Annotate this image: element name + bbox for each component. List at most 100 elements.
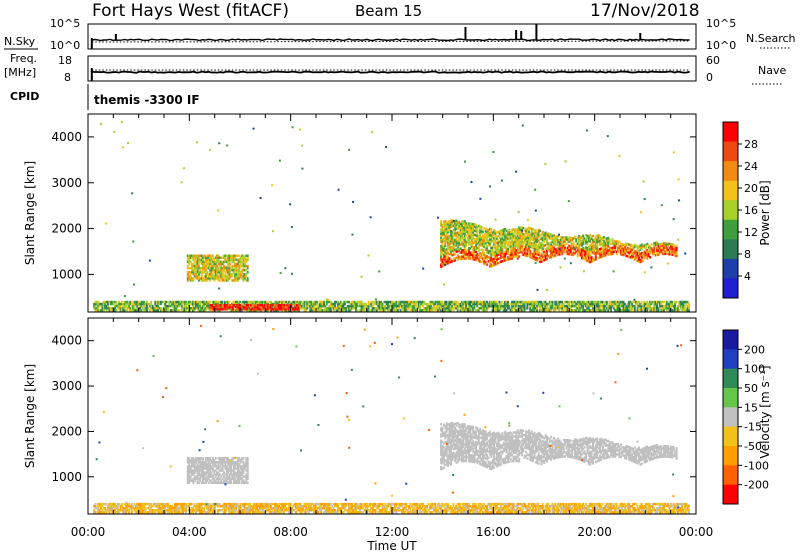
- data-cell: [530, 256, 533, 259]
- data-cell: [143, 300, 146, 304]
- data-cell: [611, 300, 614, 304]
- data-cell: [671, 245, 674, 248]
- data-cell: [516, 302, 519, 306]
- data-cell: [449, 258, 452, 262]
- data-cell: [445, 300, 448, 304]
- data-cell: [231, 258, 234, 262]
- data-cell: [188, 256, 191, 259]
- data-cell: [257, 308, 259, 311]
- data-cell: [237, 308, 240, 311]
- data-cell: [307, 302, 310, 306]
- data-cell: [129, 504, 132, 508]
- data-cell: [572, 249, 575, 253]
- data-cell: [579, 251, 582, 255]
- data-cell: [321, 309, 324, 312]
- data-cell: [664, 307, 667, 310]
- data-cell: [235, 271, 238, 274]
- data-cell: [218, 279, 221, 282]
- data-cell: [127, 504, 130, 508]
- data-cell: [596, 243, 599, 246]
- data-cell: [678, 309, 681, 312]
- data-cell: [197, 254, 200, 257]
- data-cell: [339, 509, 342, 512]
- data-cell: [223, 256, 225, 259]
- data-cell: [589, 304, 592, 308]
- data-cell: [566, 248, 569, 252]
- data-cell: [136, 307, 139, 310]
- data-cell: [196, 256, 199, 259]
- data-cell: [639, 246, 642, 249]
- data-cell: [617, 248, 620, 252]
- data-cell: [310, 502, 313, 506]
- data-cell: [114, 509, 116, 512]
- data-cell: [479, 256, 482, 259]
- data-cell: [511, 257, 514, 260]
- data-cell: [380, 511, 383, 514]
- data-cell: [261, 507, 264, 510]
- data-cell: [512, 304, 515, 308]
- data-cell: [373, 309, 376, 312]
- data-cell: [586, 300, 589, 304]
- data-cell: [243, 268, 246, 272]
- data-cell: [486, 236, 489, 240]
- data-cell: [238, 300, 240, 304]
- data-cell: [297, 502, 300, 506]
- data-cell: [579, 237, 582, 240]
- data-cell: [674, 248, 677, 251]
- data-cell: [619, 244, 622, 248]
- data-cell: [223, 304, 226, 307]
- data-cell: [476, 302, 479, 306]
- data-cell: [212, 300, 215, 304]
- data-cell: [235, 266, 238, 270]
- data-cell: [150, 502, 153, 506]
- data-cell: [327, 307, 330, 310]
- data-cell: [596, 300, 599, 304]
- data-cell: [579, 243, 582, 247]
- data-cell: [515, 228, 518, 231]
- data-cell: [533, 307, 536, 310]
- data-cell: [196, 264, 199, 268]
- data-cell: [102, 307, 105, 310]
- data-cell: [297, 507, 300, 510]
- data-cell: [566, 300, 569, 304]
- data-cell: [176, 302, 179, 306]
- data-cell: [568, 252, 571, 256]
- data-cell: [147, 511, 150, 514]
- data-cell: [183, 307, 186, 310]
- data-cell: [651, 309, 654, 312]
- data-cell: [639, 258, 642, 262]
- data-cell: [222, 511, 225, 514]
- data-cell: [260, 507, 263, 510]
- data-cell: [207, 300, 210, 304]
- data-cell: [228, 260, 231, 264]
- data-cell: [541, 230, 544, 234]
- data-cell: [153, 502, 155, 506]
- data-cell: [599, 252, 601, 255]
- data-cell: [493, 300, 495, 304]
- data-cell: [211, 502, 214, 506]
- data-cell: [164, 302, 167, 306]
- data-cell: [172, 507, 175, 510]
- data-cell: [120, 509, 123, 512]
- data-cell: [647, 244, 650, 247]
- data-cell: [487, 249, 490, 253]
- data-cell: [243, 300, 246, 304]
- data-cell: [225, 260, 228, 264]
- data-cell: [484, 238, 487, 241]
- data-cell: [203, 507, 206, 510]
- data-cell: [164, 502, 167, 506]
- data-cell: [116, 307, 119, 310]
- data-cell: [309, 307, 311, 310]
- data-cell: [350, 507, 353, 510]
- data-cell: [586, 309, 589, 312]
- data-cell: [671, 247, 674, 250]
- data-cell: [452, 243, 455, 246]
- data-cell: [430, 302, 433, 306]
- data-cell: [587, 235, 590, 238]
- data-cell: [484, 229, 487, 233]
- data-cell: [564, 240, 567, 243]
- data-cell: [468, 249, 470, 252]
- data-cell: [594, 256, 597, 259]
- data-cell: [97, 502, 100, 506]
